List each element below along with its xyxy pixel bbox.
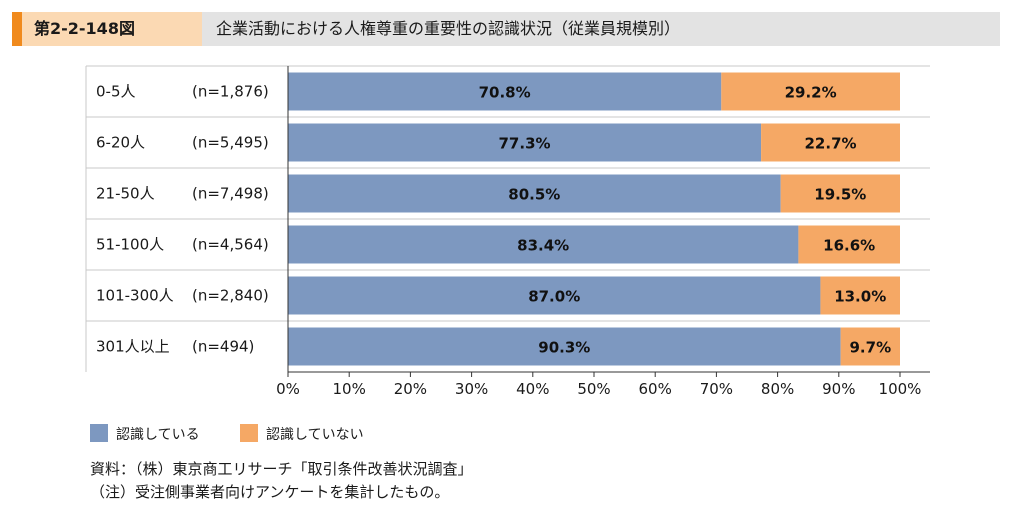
legend-label-unaware: 認識していない bbox=[266, 427, 364, 443]
data-label-unaware: 9.7% bbox=[850, 339, 892, 357]
category-label: 101-300人 bbox=[96, 287, 174, 305]
data-label-aware: 77.3% bbox=[499, 135, 551, 153]
sample-size-label: (n=1,876) bbox=[192, 83, 269, 101]
legend-item-unaware: 認識していない bbox=[240, 424, 364, 444]
bar-aware bbox=[288, 225, 799, 264]
bar-unaware bbox=[798, 225, 900, 264]
category-label: 0-5人 bbox=[96, 83, 136, 101]
data-label-unaware: 16.6% bbox=[823, 237, 875, 255]
data-label-aware: 70.8% bbox=[479, 84, 531, 102]
category-label: 301人以上 bbox=[96, 338, 170, 356]
x-tick-label: 70% bbox=[700, 380, 733, 398]
stacked-bar-chart: 0-5人 (n=1,876) 70.8% 29.2% 6-20人 (n=5,495) 77.… bbox=[85, 65, 930, 398]
legend-swatch-aware bbox=[90, 424, 108, 442]
x-tick-label: 90% bbox=[822, 380, 855, 398]
bar-aware bbox=[288, 123, 762, 162]
footnote: （注）受注側事業者向けアンケートを集計したもの。 bbox=[90, 483, 450, 501]
header-accent-bar bbox=[12, 12, 22, 46]
sample-size-label: (n=5,495) bbox=[192, 134, 269, 152]
data-label-unaware: 19.5% bbox=[814, 186, 866, 204]
bar-aware bbox=[288, 276, 821, 315]
x-tick-label: 100% bbox=[879, 380, 922, 398]
sample-size-label: (n=494) bbox=[192, 338, 254, 356]
figure-title: 企業活動における人権尊重の重要性の認識状況（従業員規模別） bbox=[216, 19, 681, 38]
legend-item-aware: 認識している bbox=[90, 424, 200, 444]
data-label-aware: 87.0% bbox=[528, 288, 580, 306]
bar-unaware bbox=[840, 327, 900, 366]
x-tick-label: 40% bbox=[516, 380, 549, 398]
data-label-unaware: 29.2% bbox=[785, 84, 837, 102]
bar-unaware bbox=[721, 72, 900, 111]
x-tick-label: 10% bbox=[333, 380, 366, 398]
figure-notes: 資料：（株）東京商工リサーチ「取引条件改善状況調査」 （注）受注側事業者向けアン… bbox=[90, 458, 473, 504]
bar-aware bbox=[288, 72, 722, 111]
sample-size-label: (n=2,840) bbox=[192, 287, 269, 305]
category-label: 51-100人 bbox=[96, 236, 164, 254]
figure-header: 第2-2-148図 企業活動における人権尊重の重要性の認識状況（従業員規模別） bbox=[12, 12, 1000, 46]
bar-unaware bbox=[780, 174, 900, 213]
legend-label-aware: 認識している bbox=[116, 427, 200, 443]
data-label-unaware: 22.7% bbox=[805, 135, 857, 153]
data-label-aware: 90.3% bbox=[538, 339, 590, 357]
category-label: 21-50人 bbox=[96, 185, 155, 203]
source-note: 資料：（株）東京商工リサーチ「取引条件改善状況調査」 bbox=[90, 460, 473, 478]
data-label-unaware: 13.0% bbox=[834, 288, 886, 306]
x-tick-label: 20% bbox=[394, 380, 427, 398]
legend-swatch-unaware bbox=[240, 424, 258, 442]
x-tick-label: 30% bbox=[455, 380, 488, 398]
sample-size-label: (n=4,564) bbox=[192, 236, 269, 254]
bar-unaware bbox=[820, 276, 900, 315]
bar-aware bbox=[288, 174, 781, 213]
bar-aware bbox=[288, 327, 841, 366]
category-label: 6-20人 bbox=[96, 134, 145, 152]
x-tick-label: 60% bbox=[639, 380, 672, 398]
x-tick-label: 0% bbox=[276, 380, 300, 398]
x-tick-label: 80% bbox=[761, 380, 794, 398]
data-label-aware: 83.4% bbox=[517, 237, 569, 255]
figure-number: 第2-2-148図 bbox=[22, 12, 202, 46]
data-label-aware: 80.5% bbox=[508, 186, 560, 204]
bar-unaware bbox=[761, 123, 900, 162]
x-tick-label: 50% bbox=[577, 380, 610, 398]
sample-size-label: (n=7,498) bbox=[192, 185, 269, 203]
